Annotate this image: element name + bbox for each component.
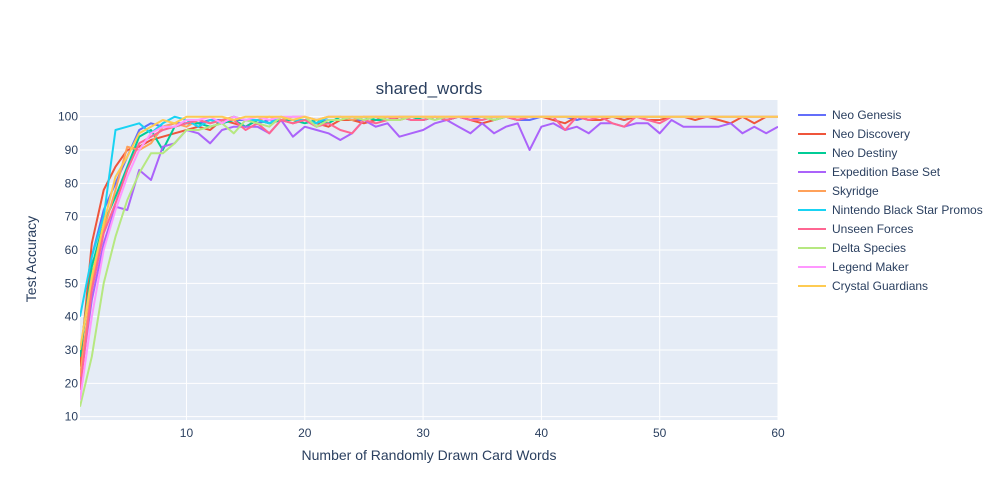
legend-item-9[interactable]: Legend Maker — [798, 260, 909, 274]
y-tick-label: 10 — [65, 410, 79, 424]
legend[interactable]: Neo Genesis Neo Discovery Neo Destiny Exped… — [798, 108, 983, 293]
legend-item-2[interactable]: Neo Discovery — [798, 127, 910, 141]
x-tick-label: 50 — [653, 426, 667, 440]
y-tick-label: 70 — [65, 210, 79, 224]
y-tick-label: 60 — [65, 243, 79, 257]
gridlines — [80, 100, 779, 420]
legend-label: Nintendo Black Star Promos — [832, 203, 983, 217]
legend-label: Neo Genesis — [832, 108, 901, 122]
y-tick-label: 50 — [65, 276, 79, 290]
y-axis-title: Test Accuracy — [23, 216, 39, 302]
legend-label: Crystal Guardians — [832, 279, 928, 293]
x-tick-label: 30 — [416, 426, 430, 440]
x-axis-ticks: 10 20 30 40 50 60 — [180, 426, 785, 440]
legend-label: Neo Destiny — [832, 146, 897, 160]
legend-label: Delta Species — [832, 241, 906, 255]
x-tick-label: 10 — [180, 426, 194, 440]
legend-item-4[interactable]: Expedition Base Set — [798, 165, 941, 179]
legend-label: Skyridge — [832, 184, 879, 198]
legend-item-5[interactable]: Skyridge — [798, 184, 879, 198]
y-axis-ticks: 10 20 30 40 50 60 70 80 90 100 — [58, 110, 78, 424]
plot-area — [80, 100, 778, 420]
y-tick-label: 40 — [65, 310, 79, 324]
series-line-4 — [80, 119, 778, 384]
y-tick-label: 30 — [65, 343, 79, 357]
series-lines — [80, 115, 778, 407]
y-tick-label: 20 — [65, 376, 79, 390]
legend-label: Expedition Base Set — [832, 165, 941, 179]
y-tick-label: 100 — [58, 110, 78, 124]
y-tick-label: 80 — [65, 176, 79, 190]
legend-item-1[interactable]: Neo Genesis — [798, 108, 901, 122]
y-tick-label: 90 — [65, 143, 79, 157]
legend-item-7[interactable]: Unseen Forces — [798, 222, 913, 236]
x-tick-label: 20 — [298, 426, 312, 440]
x-tick-label: 40 — [535, 426, 549, 440]
legend-label: Neo Discovery — [832, 127, 910, 141]
series-line-10 — [80, 115, 778, 351]
legend-label: Legend Maker — [832, 260, 909, 274]
legend-item-8[interactable]: Delta Species — [798, 241, 906, 255]
legend-item-10[interactable]: Crystal Guardians — [798, 279, 928, 293]
x-axis-title: Number of Randomly Drawn Card Words — [302, 447, 557, 463]
legend-label: Unseen Forces — [832, 222, 913, 236]
legend-item-3[interactable]: Neo Destiny — [798, 146, 897, 160]
legend-item-6[interactable]: Nintendo Black Star Promos — [798, 203, 983, 217]
chart-title: shared_words — [376, 79, 483, 98]
x-tick-label: 60 — [771, 426, 785, 440]
